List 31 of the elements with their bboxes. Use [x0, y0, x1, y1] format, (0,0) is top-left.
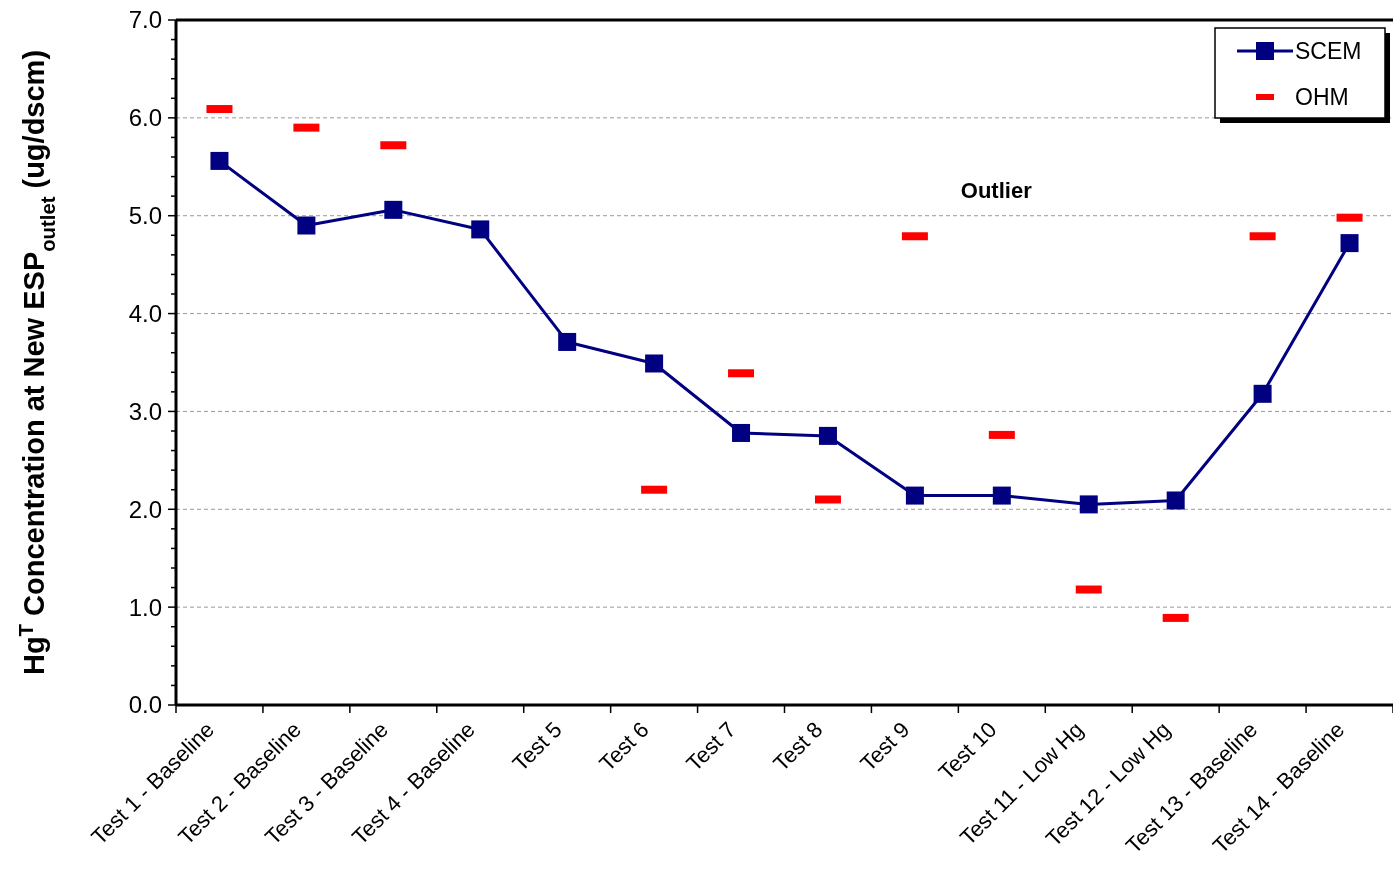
point: [1340, 234, 1359, 253]
point: [732, 423, 751, 442]
y-tick-label: 7.0: [128, 6, 162, 34]
y-tick-label: 4.0: [128, 299, 162, 327]
point: [297, 216, 316, 235]
x-tick-label: Test 7: [681, 716, 741, 777]
point: [384, 200, 403, 219]
point: [558, 332, 577, 351]
point: [471, 220, 490, 239]
point: [1079, 495, 1098, 514]
point: [1166, 491, 1185, 510]
y-tick-label: 1.0: [128, 593, 162, 621]
x-tick-label: Test 6: [594, 716, 654, 777]
point: [1253, 384, 1272, 403]
legend-label: OHM: [1295, 84, 1349, 111]
y-tick-label: 2.0: [128, 495, 162, 523]
point: [818, 426, 837, 445]
y-tick-label: 5.0: [128, 202, 162, 230]
y-tick-label: 6.0: [128, 104, 162, 132]
point: [645, 354, 664, 373]
y-tick-label: 0.0: [128, 691, 162, 719]
point: [210, 151, 229, 170]
x-tick-label: Test 10: [933, 716, 1002, 785]
legend-label: SCEM: [1295, 38, 1362, 65]
point: [905, 486, 924, 505]
x-tick-label: Test 5: [507, 716, 567, 777]
annotation: Outlier: [960, 178, 1033, 204]
y-tick-label: 3.0: [128, 397, 162, 425]
x-tick-label: Test 8: [768, 716, 828, 777]
point: [992, 486, 1011, 505]
x-tick-label: Test 9: [855, 716, 915, 777]
